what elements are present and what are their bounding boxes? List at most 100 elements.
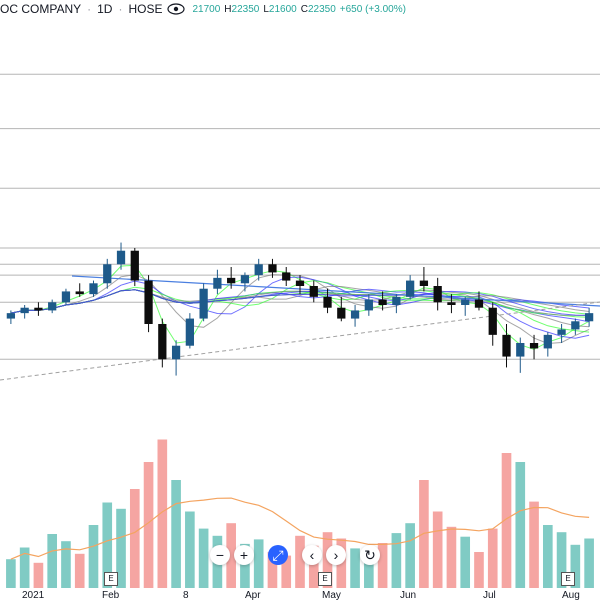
volume-bar: [515, 462, 526, 588]
volume-ma: [10, 497, 590, 560]
refresh-button[interactable]: ↻: [360, 545, 380, 565]
volume-bar: [570, 544, 581, 588]
candle-body: [474, 299, 484, 308]
candle-body: [171, 345, 181, 360]
candle-body: [337, 307, 346, 319]
volume-bar: [253, 539, 264, 588]
candle-body: [6, 313, 16, 319]
volume-bar: [432, 511, 443, 588]
x-tick-label: Feb: [102, 590, 120, 601]
volume-bar: [556, 532, 567, 588]
volume-bar: [308, 545, 319, 588]
candle-body: [282, 272, 291, 281]
candle-body: [199, 288, 208, 319]
ohlc-change: +650 (+3.00%): [339, 3, 406, 15]
scroll-right-button[interactable]: ›: [326, 545, 346, 565]
candle-body: [130, 250, 139, 281]
candle-body: [571, 321, 580, 330]
candle-body: [240, 275, 250, 284]
candle-body: [75, 291, 84, 295]
volume-bar: [267, 552, 278, 588]
volume-bar: [116, 508, 126, 588]
volume-bar: [74, 553, 85, 588]
candle-body: [364, 299, 373, 311]
candle-body: [34, 307, 43, 311]
reset-view-button[interactable]: ⤢: [268, 545, 288, 565]
separator: ·: [87, 2, 92, 16]
scroll-left-button[interactable]: ‹: [302, 545, 322, 565]
volume-bar: [226, 523, 236, 588]
candle-body: [406, 280, 415, 297]
volume-bar: [143, 462, 154, 588]
candle-body: [557, 329, 566, 335]
interval-label[interactable]: 1D: [97, 2, 113, 16]
chart-controls: − + ⤢ ‹ › ↻: [210, 545, 380, 567]
volume-bar: [88, 525, 99, 588]
volume-bar: [33, 562, 44, 588]
candle-body: [103, 264, 112, 284]
volume-bar: [240, 543, 250, 588]
candle-body: [433, 286, 442, 303]
earnings-marker[interactable]: E: [561, 572, 575, 586]
volume-bar: [446, 526, 457, 588]
candle-body: [268, 264, 277, 273]
exchange-label: HOSE: [128, 2, 163, 16]
x-tick-label: Apr: [245, 590, 261, 601]
candle-body: [61, 291, 71, 303]
price-grid: [0, 73, 600, 360]
candle-body: [529, 343, 539, 349]
candle-body: [295, 280, 305, 286]
symbol-name[interactable]: OC COMPANY: [0, 2, 82, 16]
volume-bar: [584, 538, 594, 588]
volume-bar: [102, 502, 113, 588]
candle-body: [227, 277, 236, 284]
volume-bar: [542, 525, 553, 588]
candle-body: [584, 313, 594, 322]
resistance-trendline: [71, 275, 600, 307]
candle-body: [488, 307, 497, 335]
candle-body: [419, 280, 429, 286]
volume-bar: [6, 559, 16, 588]
candle-body: [158, 324, 167, 360]
x-tick-label: Aug: [562, 590, 580, 601]
candle-body: [213, 277, 222, 289]
eye-icon[interactable]: [164, 1, 188, 17]
candle-body: [323, 296, 332, 308]
legend-header: OC COMPANY · 1D · HOSE 21700 H22350 L216…: [0, 0, 406, 18]
earnings-marker[interactable]: E: [104, 572, 118, 586]
volume-bar: [171, 480, 181, 588]
x-tick-label: May: [322, 590, 341, 601]
support-trendline: [0, 301, 600, 381]
volume-bar: [391, 533, 402, 588]
volume-bar: [460, 536, 471, 588]
volume-bar: [474, 552, 484, 588]
candle-body: [461, 299, 470, 305]
zoom-out-button[interactable]: −: [210, 545, 230, 565]
ohlc-low: L21600: [263, 3, 297, 15]
x-tick-label: 2021: [22, 590, 45, 601]
candle-body: [144, 280, 153, 324]
earnings-marker[interactable]: E: [318, 572, 332, 586]
candle-body: [20, 307, 29, 314]
volume-bar: [185, 511, 195, 588]
candle-body: [516, 343, 525, 357]
candle-body: [254, 264, 263, 276]
candle-body: [116, 250, 126, 265]
volume-bar: [129, 489, 140, 588]
volume-ma-line: [10, 497, 590, 560]
candle-body: [447, 302, 456, 305]
volume-bar: [501, 453, 512, 588]
volume-bar: [281, 555, 292, 588]
volume-bar: [529, 501, 539, 588]
candle-body: [502, 334, 511, 357]
spacer: [292, 545, 298, 567]
ohlc-high: H22350: [224, 3, 260, 15]
volume-bar: [157, 439, 168, 588]
trendlines: [0, 275, 600, 381]
volume-bar: [295, 535, 305, 588]
zoom-in-button[interactable]: +: [234, 545, 254, 565]
volume-bar: [377, 543, 388, 588]
spacer: [258, 545, 264, 567]
candle-body: [185, 318, 194, 346]
